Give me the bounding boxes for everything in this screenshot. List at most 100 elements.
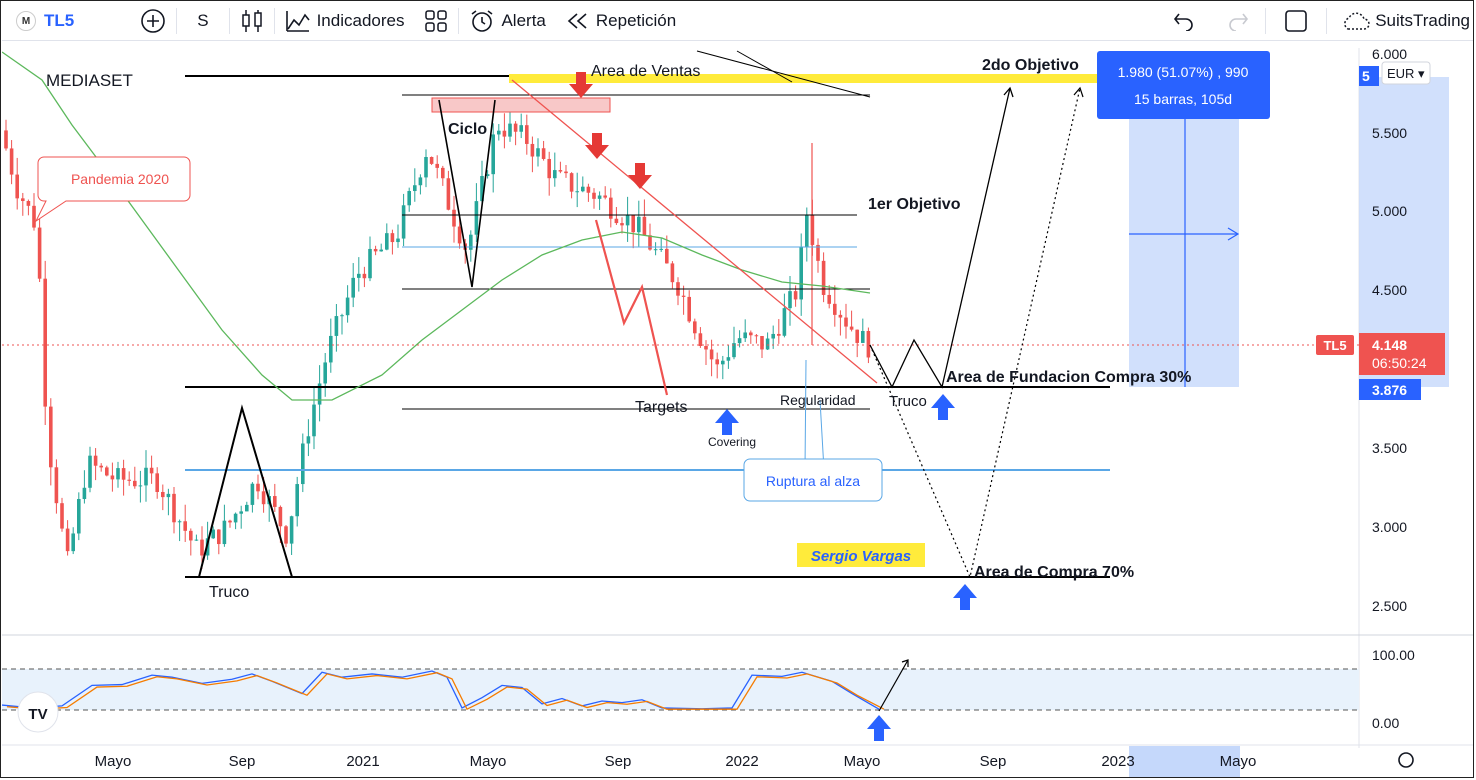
crosshair-price-badge [1359,379,1421,400]
candle-body [687,296,691,322]
candle-body [553,170,557,179]
chart-type-button[interactable] [230,2,274,40]
candle-body [805,214,809,247]
interval-button[interactable]: S [177,2,228,40]
indicators-button[interactable]: Indicadores [275,2,415,40]
price-tick-label: 6.000 [1372,46,1407,62]
candle-body [698,333,703,347]
candle-body [15,174,19,199]
chart-canvas[interactable]: Mayo Sep 2021 Mayo Sep 2022 Mayo Sep 2023 Mayo TV P… [2,40,1474,778]
candle-body [765,338,770,350]
candle-body [569,173,574,192]
candle-body [200,539,204,556]
redo-button[interactable] [1211,2,1265,40]
candle-body [368,248,372,279]
moving-average-line [2,51,871,401]
account-button[interactable]: SuitsTrading [1327,2,1474,40]
candle-body [457,226,462,244]
candle-body [441,167,445,179]
candle-body [704,346,708,350]
candle-body [278,506,283,527]
candle-body [401,205,406,239]
replay-button[interactable]: Repetición [556,2,686,40]
candle-body [121,468,126,480]
toolbar-divider [228,8,230,34]
projection-path-line [869,87,1011,389]
redo-icon [1229,13,1249,31]
currency-label: EUR ▾ [1387,66,1425,81]
candle-body [37,227,42,279]
oscillator-tick-label: 100.00 [1372,647,1415,663]
symbol-logo-icon: M [16,11,36,31]
candle-body [71,533,75,552]
instrument-label: MEDIASET [46,71,133,90]
cycle-top-box [431,97,611,113]
candle-body [295,484,299,517]
top-toolbar: M TL5 S Indicadores Alerta Repetición S [2,2,1474,41]
candle-body [289,516,294,544]
pandemic-label: Pandemia 2020 [71,171,169,187]
fullscreen-button[interactable] [1266,2,1326,40]
candle-body [821,260,826,295]
layout-button[interactable] [414,2,458,40]
sell-area-label: Area de Ventas [591,63,700,80]
candle-body [345,297,350,316]
candle-body [93,455,98,466]
stochastic-k-line [2,670,880,710]
square-icon [1285,10,1307,32]
candle-body [637,216,641,233]
trick-label-1: Truco [209,584,249,601]
candle-body [693,321,697,334]
candle-body [413,185,417,192]
candle-body [301,443,305,485]
cycle-label: Ciclo [448,121,487,138]
account-label: SuitsTrading [1375,11,1470,30]
candle-body [194,539,199,541]
candle-body [77,499,81,534]
undo-button[interactable] [1157,2,1211,40]
candle-body [32,205,36,228]
candle-body [261,491,266,505]
candle-body [396,238,400,243]
candle-body [547,158,551,179]
cycle-wedge-lines [438,99,496,288]
toolbar-divider [176,8,178,34]
candle-body [82,487,87,500]
candle-body [149,467,154,474]
candle-body [754,335,759,337]
plus-circle-icon [141,9,166,33]
indicators-label: Indicadores [316,11,405,30]
candle-body [222,520,227,545]
alert-button[interactable]: Alerta [459,2,555,40]
candle-body [116,468,120,480]
currency-selector[interactable] [1381,61,1431,85]
symbol-price-tag-label: TL5 [1323,338,1346,353]
symbol-search[interactable]: M TL5 [2,2,84,40]
candle-body [54,467,59,504]
candle-body [60,503,64,529]
candle-body [586,186,591,193]
candle-body [217,529,221,545]
objective1-label: 1er Objetivo [868,196,961,213]
time-tick-label: Sep [980,753,1007,770]
candle-body [480,176,484,202]
target-projection-line [594,219,669,396]
measure-tooltip-line1: 1.980 (51.07%) , 990 [1118,64,1249,80]
candle-body [508,123,512,137]
candle-body [827,294,831,304]
regularity-label: Regularidad [780,392,856,408]
candle-body [306,436,311,444]
candle-body [670,263,675,283]
candle-body [9,148,14,175]
candle-body [161,491,165,498]
candle-body [732,343,736,358]
candle-body [4,130,8,149]
foundation-area-label: Area de Fundacion Compra 30% [946,369,1191,386]
targets-label: Targets [635,399,687,416]
candle-body [144,467,148,486]
candle-body [373,248,378,252]
compare-button[interactable] [130,2,176,40]
gear-icon[interactable] [1398,752,1414,768]
measure-arrow-icon [1227,227,1240,241]
candle-body [558,170,563,172]
